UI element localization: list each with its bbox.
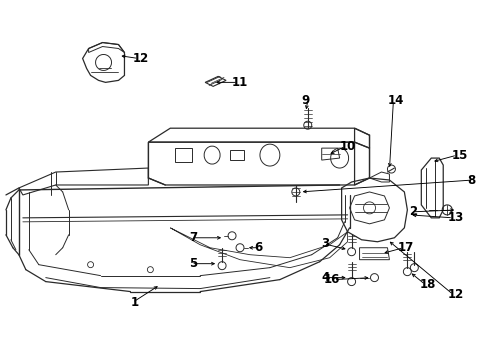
Text: 18: 18 bbox=[419, 278, 435, 291]
Text: 12: 12 bbox=[447, 288, 463, 301]
Text: 2: 2 bbox=[408, 205, 416, 219]
Text: 8: 8 bbox=[466, 174, 474, 186]
Text: 7: 7 bbox=[189, 231, 197, 244]
Text: 5: 5 bbox=[188, 257, 197, 270]
Text: 4: 4 bbox=[321, 271, 329, 284]
Text: 14: 14 bbox=[386, 94, 403, 107]
Text: 9: 9 bbox=[301, 94, 309, 107]
Text: 17: 17 bbox=[397, 241, 413, 254]
Text: 13: 13 bbox=[447, 211, 463, 224]
Text: 16: 16 bbox=[323, 273, 339, 286]
Text: 12: 12 bbox=[132, 52, 148, 65]
Text: 15: 15 bbox=[450, 149, 467, 162]
Text: 10: 10 bbox=[339, 140, 355, 153]
Text: 6: 6 bbox=[253, 241, 262, 254]
Text: 11: 11 bbox=[232, 76, 248, 89]
Text: 1: 1 bbox=[130, 296, 138, 309]
Text: 3: 3 bbox=[321, 237, 329, 250]
